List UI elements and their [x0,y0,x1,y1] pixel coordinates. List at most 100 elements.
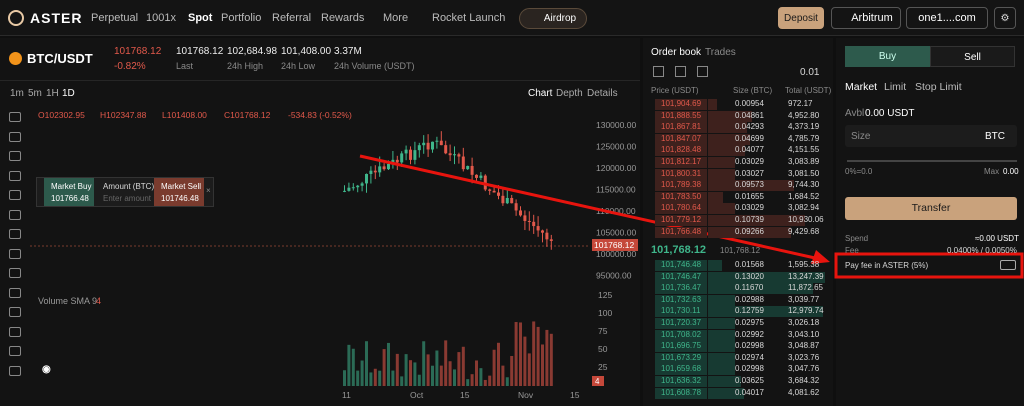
settings-button[interactable]: ⚙ [994,7,1016,29]
tool-icon[interactable] [9,287,21,298]
nav-bar [0,0,1024,36]
nav-item[interactable]: More [383,12,409,24]
stat-value: 101,408.00 [281,46,332,57]
buy-tab[interactable]: Buy [845,46,930,67]
pay-fee-toggle[interactable] [1000,260,1016,270]
logo-icon[interactable] [8,10,24,26]
interval[interactable]: 1m [10,88,24,99]
interval[interactable]: 1D [62,88,75,99]
close-button[interactable]: × [206,186,211,195]
book-view-icon[interactable] [675,66,686,77]
book-cell: 101,730.11 [661,306,701,316]
interval[interactable]: 5m [28,88,42,99]
depth-bar [655,260,707,271]
view-tab[interactable]: Depth [556,88,583,99]
price: 101768.12 [114,46,162,57]
logo[interactable]: ASTER [30,10,83,26]
book-cell: 3,043.10 [788,329,820,339]
book-tab[interactable]: Order book [651,47,702,58]
view-tab[interactable]: Details [587,88,618,99]
interval[interactable]: 1H [46,88,59,99]
tool-icon[interactable] [9,112,21,122]
tool-icon[interactable] [9,170,21,181]
amount-input[interactable]: Enter amount [103,194,152,203]
nav-item[interactable]: Rewards [321,12,365,24]
size-input[interactable] [845,125,1017,147]
candle-body [457,154,461,157]
volume-bar [501,365,505,386]
depth-bar [708,271,826,283]
ohlc-value: -534.83 (-0.52%) [288,110,352,120]
x-tick-label: 15 [460,390,470,400]
nav-item[interactable]: Portfolio [221,12,262,24]
depth-bar [655,376,707,387]
candle-body [365,173,368,184]
account-button[interactable]: one1....com [906,7,988,29]
book-tab[interactable]: Trades [705,47,736,58]
book-cell: 3,039.77 [788,294,820,304]
volume-bar [497,342,500,386]
candle-body [536,226,540,231]
tool-icon[interactable] [9,346,21,356]
book-cell: 101,673.29 [661,352,702,362]
book-cell: 3,082.94 [788,203,820,213]
sell-tab[interactable]: Sell [930,46,1015,67]
slider[interactable] [847,160,1017,162]
tool-icon[interactable] [9,268,21,278]
candle-body [523,215,527,221]
market-sell[interactable] [154,178,204,206]
tool-icon[interactable] [9,248,21,259]
transfer-button[interactable]: Transfer [845,197,1017,220]
step-select[interactable]: 0.01 [800,67,820,78]
volume-value: 4 [96,296,101,306]
tool-icon[interactable] [9,151,21,161]
candle-body [475,174,478,178]
book-cell: 101,736.47 [661,283,702,293]
pair[interactable]: BTC/USDT [27,51,93,66]
tool-icon[interactable] [9,326,21,337]
book-cell: 101,867.81 [661,122,702,132]
candle-body [444,145,448,154]
nav-item[interactable]: Spot [188,12,213,24]
tool-icon[interactable] [9,190,21,200]
book-header: Total (USDT) [785,86,832,95]
depth-bar [708,215,805,226]
book-cell: 1,684.52 [788,191,820,201]
nav-item[interactable]: Referral [272,12,312,24]
tool-icon[interactable] [9,365,21,376]
market-buy[interactable] [44,178,94,206]
book-cell: 0.01655 [735,191,764,201]
tool-icon[interactable] [9,131,21,142]
depth-bar [655,352,707,364]
book-cell: 0.03625 [735,376,764,385]
tool-icon[interactable] [9,209,21,220]
book-cell: 101,708.02 [661,329,702,339]
book-view-icon[interactable] [697,66,708,77]
depth-bar [655,294,707,306]
nav-item[interactable]: 1001x [146,12,176,24]
depth-bar [708,180,795,192]
order-type[interactable]: Market [845,81,878,93]
network-button[interactable]: Arbitrum [831,7,901,29]
deposit-button[interactable]: Deposit [778,7,824,29]
view-tab[interactable]: Chart [528,88,553,99]
airdrop-button[interactable]: Airdrop [519,8,587,29]
candle-body [483,175,487,190]
order-type[interactable]: Limit [884,81,907,93]
volume-bar [492,349,496,386]
order-type[interactable]: Stop Limit [915,81,962,93]
nav-item[interactable]: Perpetual [91,12,139,24]
volume-current: 4 [595,377,600,386]
volume-tag [592,376,604,386]
ohlc-value: C101768.12 [224,110,271,120]
nav-item[interactable]: Rocket Launch [432,12,506,24]
price-tick-label: 105000.00 [596,228,636,238]
book-header: Price (USDT) [651,86,699,95]
book-view-icon[interactable] [653,66,664,77]
book-cell: 0.12759 [735,306,764,316]
depth-bar [708,306,823,318]
stat-value: 3.37M [334,46,362,57]
tool-icon[interactable] [9,307,21,317]
tool-icon[interactable] [9,229,21,239]
